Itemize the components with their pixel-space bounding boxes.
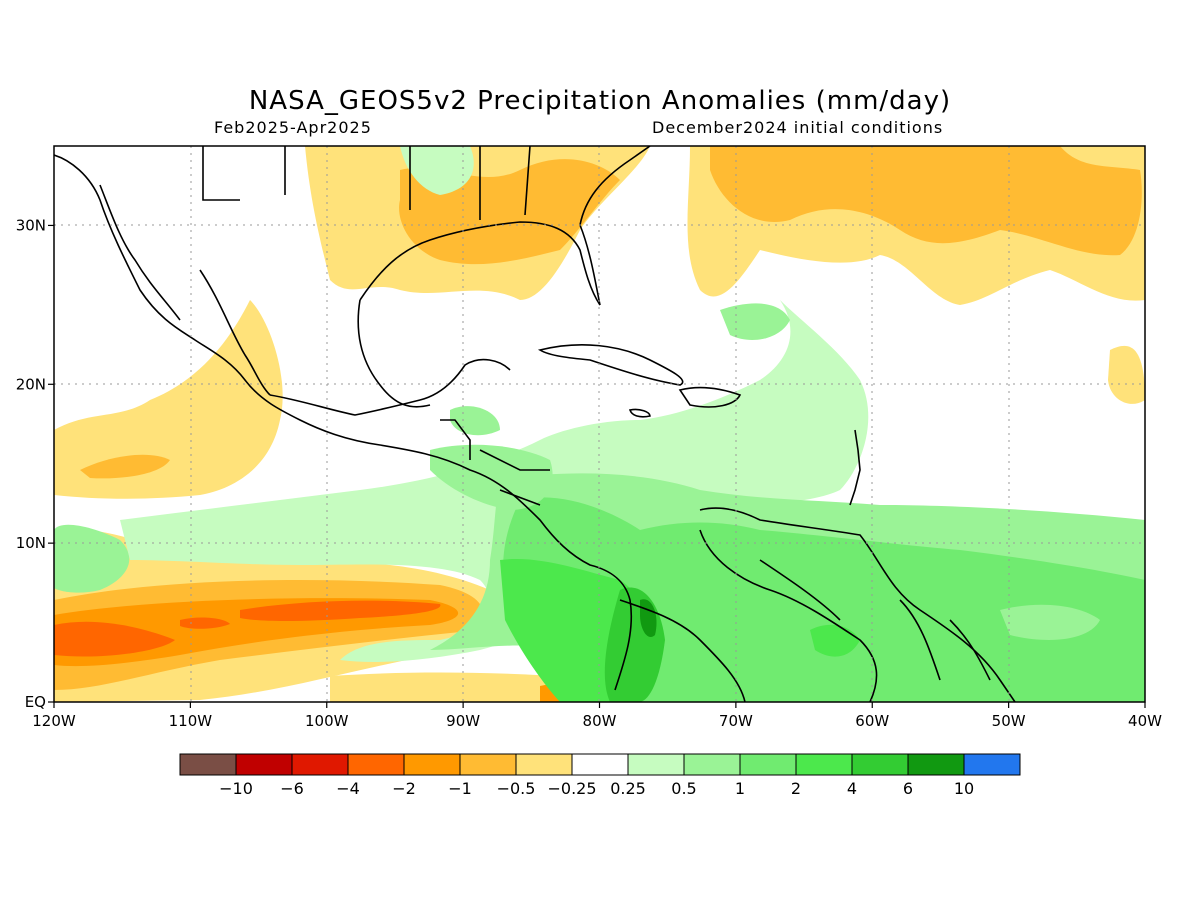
colorbar-label: 6	[903, 779, 913, 798]
colorbar-swatch	[627, 753, 685, 776]
colorbar-swatch	[403, 753, 461, 776]
colorbar-swatch	[459, 753, 517, 776]
colorbar-label: −10	[219, 779, 253, 798]
colorbar-label: 0.5	[671, 779, 696, 798]
lat-tick-label: EQ	[25, 693, 46, 711]
colorbar-swatch	[571, 753, 629, 776]
initial-conditions: December2024 initial conditions	[652, 118, 944, 137]
colorbar-label: 4	[847, 779, 857, 798]
colorbar-label: −2	[392, 779, 416, 798]
colorbar-swatch	[179, 753, 237, 776]
lat-tick-label: 20N	[16, 375, 46, 393]
lon-tick-label: 110W	[169, 712, 213, 730]
graticule	[54, 146, 1145, 702]
colorbar-swatch	[907, 753, 965, 776]
colorbar-label: 10	[954, 779, 974, 798]
anomaly-fields	[54, 146, 1145, 702]
colorbar-label: 2	[791, 779, 801, 798]
coastlines	[54, 146, 1016, 702]
colorbar-label: −4	[336, 779, 360, 798]
colorbar-swatch	[291, 753, 349, 776]
colorbar-swatch	[963, 753, 1021, 776]
lon-tick-label: 50W	[992, 712, 1026, 730]
lat-tick-label: 30N	[16, 216, 46, 234]
colorbar: −10 −6 −4 −2 −1 −0.5 −0.25 0.25 0.5 1 2 4 6 10	[179, 753, 1021, 798]
forecast-period: Feb2025-Apr2025	[214, 118, 372, 137]
colorbar-label: −6	[280, 779, 304, 798]
lat-tick-label: 10N	[16, 534, 46, 552]
lon-tick-label: 60W	[855, 712, 889, 730]
colorbar-swatch	[739, 753, 797, 776]
longitude-axis: 120W 110W 100W 90W 80W 70W 60W 50W 40W	[32, 702, 1162, 730]
lon-tick-label: 120W	[32, 712, 76, 730]
map-title: NASA_GEOS5v2 Precipitation Anomalies (mm…	[248, 86, 952, 116]
colorbar-label: 1	[735, 779, 745, 798]
colorbar-swatch	[515, 753, 573, 776]
lon-tick-label: 80W	[583, 712, 617, 730]
colorbar-label: −0.5	[497, 779, 536, 798]
colorbar-swatch	[235, 753, 293, 776]
colorbar-swatch	[683, 753, 741, 776]
colorbar-label: 0.25	[610, 779, 646, 798]
colorbar-swatch	[347, 753, 405, 776]
colorbar-swatch	[795, 753, 853, 776]
lon-tick-label: 70W	[719, 712, 753, 730]
colorbar-label: −1	[448, 779, 472, 798]
colorbar-label: −0.25	[547, 779, 596, 798]
latitude-axis: EQ 10N 20N 30N	[16, 216, 54, 711]
lon-tick-label: 40W	[1128, 712, 1162, 730]
colorbar-swatch	[851, 753, 909, 776]
lon-tick-label: 100W	[305, 712, 349, 730]
lon-tick-label: 90W	[446, 712, 480, 730]
